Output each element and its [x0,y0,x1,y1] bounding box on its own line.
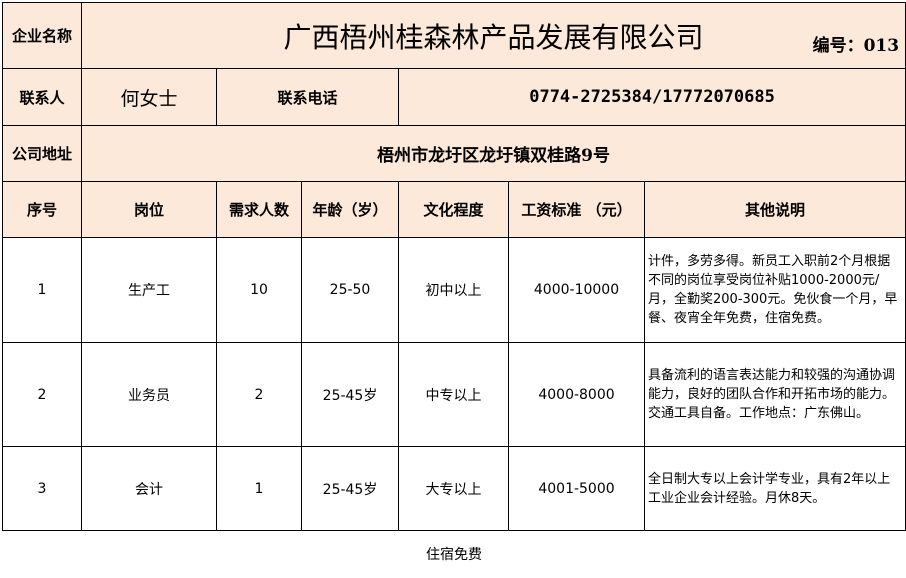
cell: 25-45岁 [301,342,399,447]
cell: 25-50 [301,237,399,343]
phone-label: 联系电话 [216,68,399,126]
cell: 业务员 [81,342,217,447]
cell: 4000-10000 [508,237,645,343]
col-header: 其他说明 [643,181,906,238]
cell: 2 [2,342,82,447]
phone-value: 0774-2725384/17772070685 [397,68,906,126]
cell: 2 [216,342,302,447]
company-code: 编号：013 [812,36,900,56]
address-label: 公司地址 [2,125,82,182]
footer-note: 住宿免费 [2,530,906,577]
col-header: 文化程度 [398,181,509,238]
cell: 会计 [81,446,217,531]
cell: 1 [216,446,302,531]
cell: 中专以上 [398,342,509,447]
col-header: 需求人数 [216,181,302,238]
cell: 3 [2,446,82,531]
cell: 全日制大专以上会计学专业，具有2年以上工业企业会计经验。月休8天。 [643,446,906,531]
col-header: 工资标准 （元） [508,181,645,238]
col-header: 序号 [2,181,82,238]
cell: 具备流利的语言表达能力和较强的沟通协调能力，良好的团队合作和开拓市场的能力。交通… [643,342,906,447]
cell: 4001-5000 [508,446,645,531]
cell: 4000-8000 [508,342,645,447]
company-name: 广西梧州桂森林产品发展有限公司 [283,20,704,54]
cell: 大专以上 [398,446,509,531]
cell: 10 [216,237,302,343]
cell: 计件，多劳多得。新员工入职前2个月根据不同的岗位享受岗位补贴1000-2000元… [643,237,906,343]
company-label: 企业名称 [2,2,82,69]
cell: 25-45岁 [301,446,399,531]
col-header: 岗位 [81,181,217,238]
cell: 生产工 [81,237,217,343]
table-row: 1 生产工 10 25-50 初中以上 4000-10000 计件，多劳多得。新… [2,237,906,343]
table-row: 3 会计 1 25-45岁 大专以上 4001-5000 全日制大专以上会计学专… [2,446,906,531]
cell: 1 [2,237,82,343]
cell: 初中以上 [398,237,509,343]
table-row: 2 业务员 2 25-45岁 中专以上 4000-8000 具备流利的语言表达能… [2,342,906,447]
header-row: 序号 岗位 需求人数 年龄（岁） 文化程度 工资标准 （元） 其他说明 [2,181,906,238]
contact-label: 联系人 [2,68,82,126]
col-header: 年龄（岁） [301,181,399,238]
contact-name: 何女士 [81,68,217,126]
company-name-cell: 广西梧州桂森林产品发展有限公司 编号：013 [80,2,906,69]
address-value: 梧州市龙圩区龙圩镇双桂路9号 [80,125,906,182]
